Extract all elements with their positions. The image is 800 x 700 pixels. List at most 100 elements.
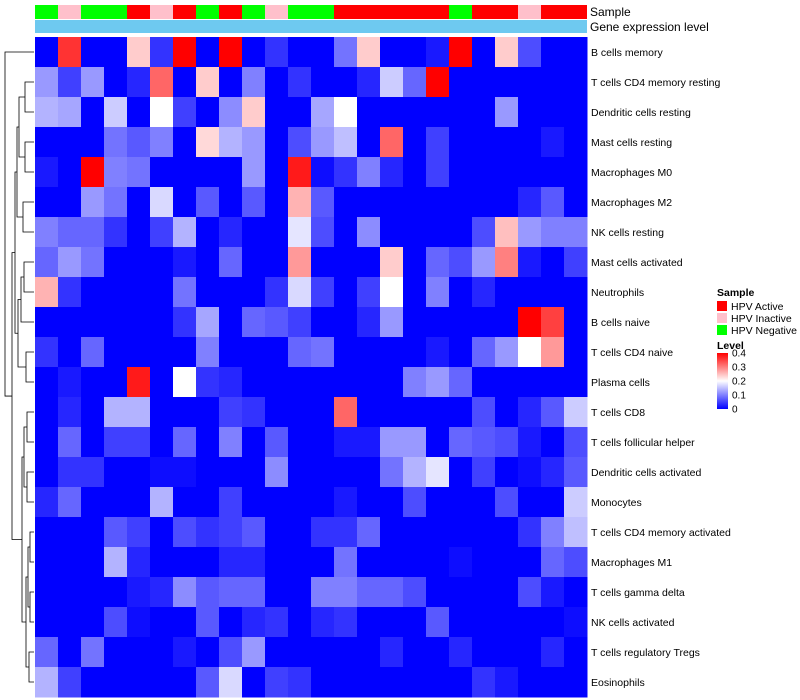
heatmap-cell (173, 367, 197, 398)
heatmap-cell (35, 127, 59, 158)
row-label: T cells CD4 memory resting (591, 77, 720, 89)
heatmap-cell (518, 247, 542, 278)
heatmap-cell (380, 457, 404, 488)
heatmap-cell (242, 427, 266, 458)
heatmap-cell (311, 187, 335, 218)
heatmap-cell (334, 607, 358, 638)
heatmap-cell (311, 607, 335, 638)
heatmap-cell (81, 637, 105, 668)
heatmap-cell (288, 427, 312, 458)
heatmap-cell (311, 67, 335, 98)
heatmap-cell (334, 37, 358, 68)
heatmap-cell (518, 397, 542, 428)
heatmap-cell (150, 127, 174, 158)
dendrogram-branch (25, 576, 29, 668)
heatmap-cell (58, 247, 82, 278)
heatmap-cell (127, 277, 151, 308)
heatmap-cell (242, 637, 266, 668)
heatmap-cell (219, 337, 243, 368)
heatmap-cell (58, 367, 82, 398)
heatmap-cell (426, 337, 450, 368)
heatmap-cell (242, 97, 266, 128)
heatmap-cell (127, 607, 151, 638)
heatmap-cell (380, 337, 404, 368)
sample-legend-label: HPV Active (731, 301, 784, 313)
heatmap-cell (288, 457, 312, 488)
heatmap-cell (334, 307, 358, 338)
heatmap-cell (403, 217, 427, 248)
heatmap-cell (196, 127, 220, 158)
sample-annotation-cell (265, 5, 288, 19)
heatmap-cell (265, 127, 289, 158)
heatmap-cell (104, 367, 128, 398)
heatmap-cell (472, 97, 496, 128)
dendrogram-branch (16, 126, 23, 218)
sample-annotation-cell (541, 5, 564, 19)
heatmap-cell (472, 637, 496, 668)
heatmap-cell (219, 397, 243, 428)
heatmap-cell (288, 397, 312, 428)
heatmap-cell (541, 67, 565, 98)
heatmap-cell (541, 547, 565, 578)
heatmap-cell (357, 367, 381, 398)
heatmap-cell (81, 607, 105, 638)
heatmap-cell (173, 667, 197, 698)
heatmap-cell (495, 337, 519, 368)
heatmap-cell (472, 607, 496, 638)
heatmap-cell (495, 217, 519, 248)
heatmap-cell (334, 127, 358, 158)
heatmap-cell (81, 217, 105, 248)
heatmap-cell (58, 667, 82, 698)
sample-annotation-cell (196, 5, 219, 19)
heatmap-cell (334, 337, 358, 368)
heatmap-cell (334, 247, 358, 278)
heatmap-cell (564, 397, 588, 428)
heatmap-cell (518, 127, 542, 158)
heatmap-cell (449, 487, 473, 518)
heatmap-cell (104, 97, 128, 128)
heatmap-cell (173, 397, 197, 428)
heatmap-cell (541, 487, 565, 518)
heatmap-cell (518, 277, 542, 308)
heatmap-cell (104, 337, 128, 368)
heatmap-cell (311, 457, 335, 488)
dendrogram-branch (17, 299, 26, 368)
heatmap-cell (127, 97, 151, 128)
heatmap-cell (150, 247, 174, 278)
heatmap-cell (127, 37, 151, 68)
heatmap-cell (472, 577, 496, 608)
heatmap-cell (127, 67, 151, 98)
heatmap-cell (449, 97, 473, 128)
heatmap-cell (495, 247, 519, 278)
heatmap-cell (150, 277, 174, 308)
heatmap-cell (219, 667, 243, 698)
heatmap-cell (150, 307, 174, 338)
heatmap-cell (564, 187, 588, 218)
heatmap-cell (518, 577, 542, 608)
heatmap-cell (449, 127, 473, 158)
heatmap-cell (196, 487, 220, 518)
heatmap-cell (495, 547, 519, 578)
heatmap-cell (357, 637, 381, 668)
heatmap-cell (518, 427, 542, 458)
row-labels: B cells memory T cells CD4 memory resting… (591, 47, 731, 689)
heatmap-cell (564, 667, 588, 698)
heatmap-cell (426, 547, 450, 578)
heatmap-cell (380, 427, 404, 458)
heatmap-cell (472, 427, 496, 458)
heatmap-cell (81, 427, 105, 458)
heatmap-cell (311, 217, 335, 248)
heatmap-cell (265, 97, 289, 128)
row-label: Mast cells resting (591, 137, 672, 149)
heatmap-cell (403, 577, 427, 608)
heatmap-cell (173, 487, 197, 518)
sample-annotation-cell (104, 5, 127, 19)
heatmap-cell (173, 187, 197, 218)
heatmap-cell (173, 247, 197, 278)
heatmap-cell (564, 547, 588, 578)
heatmap-cell (564, 517, 588, 548)
heatmap-cell (380, 637, 404, 668)
heatmap-cell (104, 517, 128, 548)
heatmap-cell (472, 247, 496, 278)
